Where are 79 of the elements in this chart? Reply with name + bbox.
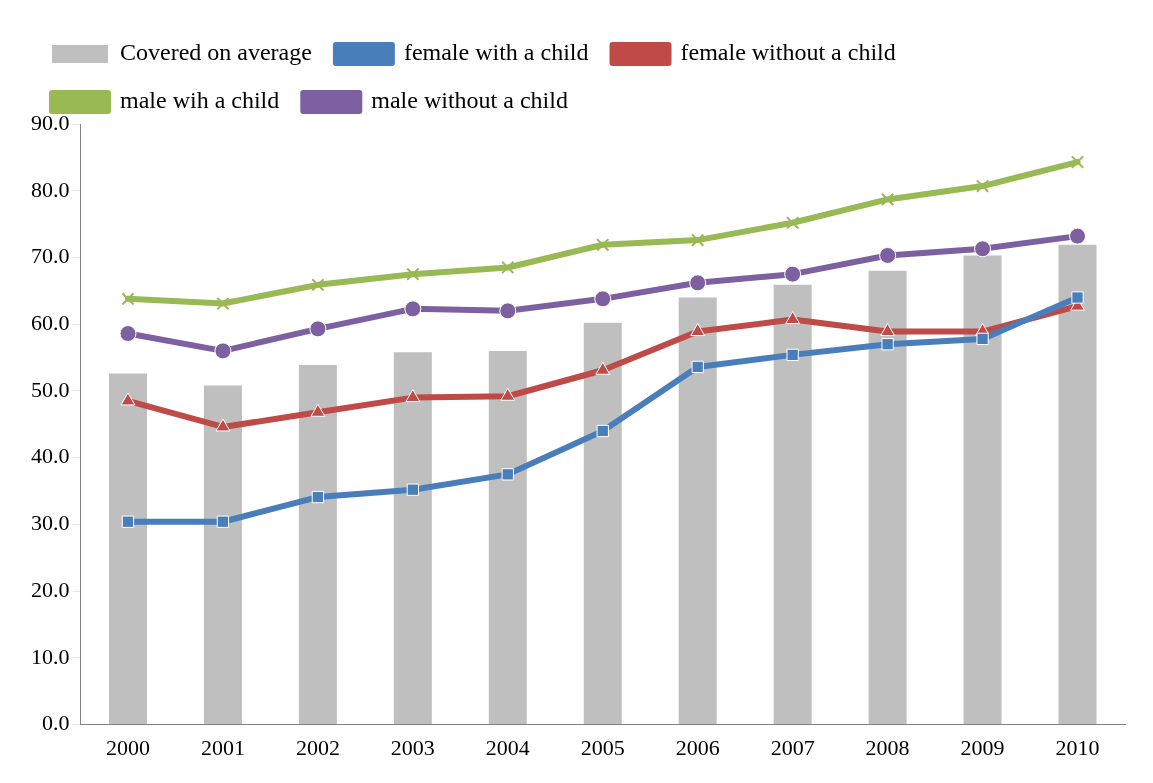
bar: [203, 385, 242, 725]
bar: [963, 255, 1002, 725]
point: [121, 515, 135, 528]
y-tick-label: 30.0: [31, 510, 70, 536]
point: [691, 360, 704, 374]
x-tick-label: 2003: [390, 734, 435, 760]
legend-label: female with a child: [403, 39, 589, 66]
point: [215, 418, 231, 432]
point: [691, 233, 705, 247]
point: [784, 265, 802, 283]
x-tick-label: 2006: [675, 734, 720, 760]
point: [786, 216, 800, 230]
x-tick-label: 2008: [865, 734, 910, 760]
point: [785, 311, 801, 325]
y-tick-label: 40.0: [31, 443, 70, 469]
x-tick-label: 2004: [485, 734, 530, 760]
bar: [583, 322, 622, 725]
point: [499, 302, 517, 320]
point: [690, 323, 706, 337]
point: [596, 424, 609, 438]
point: [595, 361, 611, 375]
point: [405, 389, 421, 403]
point: [310, 403, 326, 417]
point: [501, 260, 515, 275]
x-tick-label: 2010: [1055, 734, 1100, 760]
bar: [773, 284, 812, 725]
point: [120, 392, 136, 406]
bar: [868, 270, 907, 725]
bar: [678, 297, 717, 725]
point: [1070, 155, 1085, 169]
point: [974, 240, 992, 258]
point: [976, 332, 989, 346]
bar: [298, 364, 337, 725]
legend-label: male wih a child: [120, 87, 280, 114]
x-tick-label: 2009: [960, 734, 1005, 760]
point: [880, 323, 896, 337]
legend-label: male without a child: [371, 87, 568, 114]
x-tick-label: 2000: [105, 734, 150, 760]
legend-label: Covered on average: [120, 39, 312, 66]
bar: [1058, 244, 1097, 725]
bar: [393, 352, 432, 725]
y-tick-label: 70.0: [31, 243, 70, 269]
x-tick-label: 2001: [200, 734, 245, 760]
point: [880, 192, 895, 207]
point: [311, 490, 325, 504]
point: [594, 290, 612, 308]
point: [501, 468, 514, 481]
point: [596, 238, 610, 252]
bar: [488, 350, 527, 725]
point: [406, 267, 420, 281]
point: [975, 179, 990, 193]
y-tick-label: 0.0: [42, 710, 70, 736]
point: [786, 348, 799, 362]
y-tick-label: 90.0: [31, 109, 70, 135]
legend-label: female without a child: [680, 39, 896, 66]
y-tick-label: 50.0: [31, 376, 70, 402]
x-tick-label: 2007: [770, 734, 815, 760]
point: [879, 246, 897, 264]
point: [309, 320, 327, 338]
point: [216, 296, 230, 311]
point: [121, 292, 135, 306]
y-tick-label: 10.0: [31, 643, 70, 669]
point: [406, 483, 419, 496]
point: [1069, 227, 1087, 245]
y-tick-label: 80.0: [31, 176, 70, 202]
point: [214, 342, 232, 360]
point: [404, 300, 422, 318]
x-tick-label: 2005: [580, 734, 625, 760]
point: [216, 515, 230, 528]
x-tick-label: 2002: [295, 734, 340, 760]
point: [500, 387, 516, 401]
point: [119, 325, 137, 343]
y-tick-label: 20.0: [31, 576, 70, 602]
bar: [108, 373, 147, 725]
point: [689, 274, 707, 292]
point: [1071, 291, 1084, 304]
point: [881, 338, 894, 351]
point: [311, 278, 325, 292]
y-tick-label: 60.0: [31, 309, 70, 335]
